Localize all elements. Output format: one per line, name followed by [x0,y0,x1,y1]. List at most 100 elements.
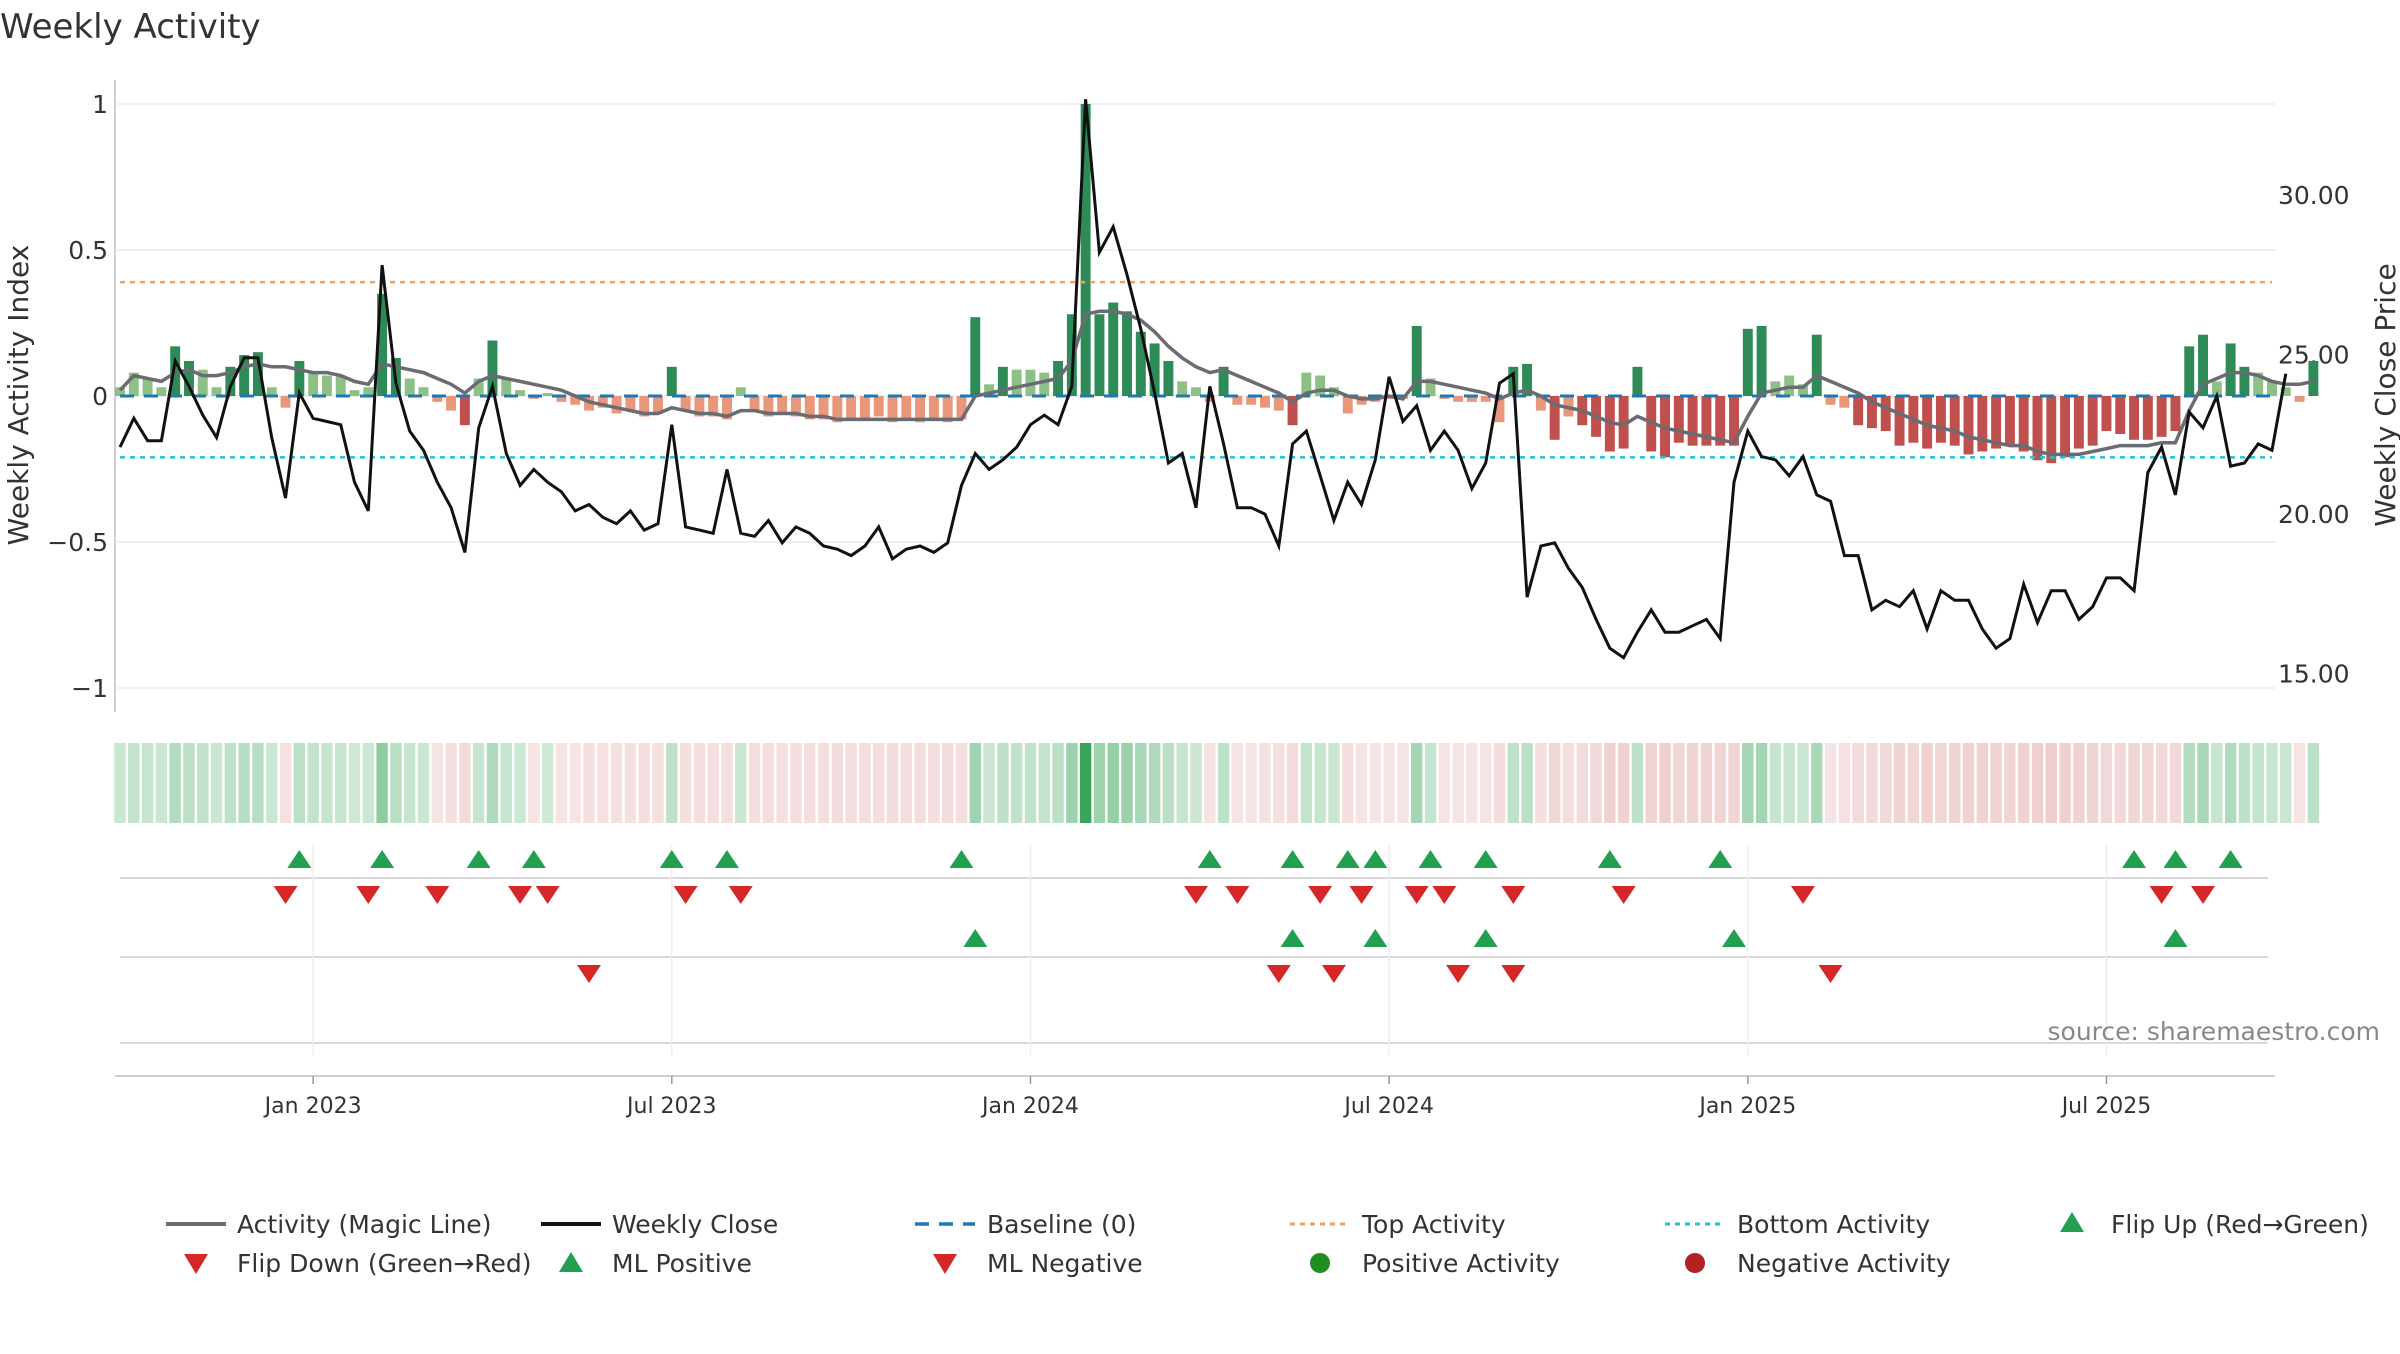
activity-bar [1135,331,1146,396]
activity-bar [2156,396,2167,437]
heat-strip-cell [886,743,899,823]
flip-up-marker [370,850,395,868]
activity-bar [1453,396,1464,402]
activity-bar [1260,396,1270,408]
flip-down-marker [1790,886,1815,904]
heat-strip-cell [417,743,430,823]
activity-bar [2129,396,2140,440]
flip-down-marker [273,886,298,904]
activity-bar [418,387,429,396]
heat-strip-cell [141,743,154,823]
heat-strip-cell [2128,743,2140,823]
heat-strip-cell [169,743,181,823]
heat-strip-cell [1438,743,1451,823]
flip-down-marker [1501,886,1526,904]
legend-item-flip-up: Flip Up (Red→Green) [2060,1210,2369,1239]
heat-strip-cell [2224,743,2237,823]
heat-strip-cell [224,743,237,823]
ml-positive-marker [1473,929,1498,947]
activity-bar [639,396,650,417]
activity-bar [1880,396,1891,432]
activity-bar [280,396,291,408]
activity-bar [597,396,608,408]
activity-bar [1163,360,1174,396]
legend-item-ml-negative: ML Negative [933,1249,1143,1278]
heat-strip-cell [2004,743,2016,823]
flip-down-marker [1225,886,1250,904]
ml-positive-marker [1280,929,1305,947]
legend-label-magic-line: Activity (Magic Line) [237,1210,491,1239]
heat-strip-cell [403,743,416,823]
activity-bar [859,396,870,420]
heat-strip-cell [610,743,623,823]
activity-bar [611,396,622,414]
activity-bar [2046,396,2057,464]
legend-item-baseline: Baseline (0) [915,1210,1136,1239]
activity-bar [708,396,719,417]
legend-label-top-activity: Top Activity [1361,1210,1506,1239]
heat-strip-cell [335,743,347,823]
activity-bar [1287,396,1298,426]
marker-row-gridlines [120,845,2268,1055]
activity-bar [997,366,1008,396]
legend-swatch-positive-activity [1310,1253,1330,1273]
activity-bar [266,387,277,396]
legend-item-top-activity: Top Activity [1290,1210,1506,1239]
activity-bar [1480,396,1491,402]
heat-strip-cell [293,743,306,823]
heat-strip-cell [569,743,581,823]
activity-bar [115,387,125,396]
legend-label-bottom-activity: Bottom Activity [1737,1210,1930,1239]
flip-up-marker [1418,850,1443,868]
activity-bar [404,378,415,396]
flip-up-marker [466,850,491,868]
activity-bar [1977,396,1988,452]
activity-bar [446,396,457,411]
activity-bar [377,293,388,396]
activity-bar [556,396,567,402]
heat-strip-cell [1962,743,1975,823]
y-axis-label: Weekly Activity Index [2,245,35,546]
activity-bar [2225,343,2236,396]
heat-strip-cell [1010,743,1023,823]
activity-bar [1094,314,1105,396]
activity-bar [1177,381,1188,396]
chart-title: Weekly Activity [0,7,261,47]
y2-tick-label: 15.00 [2278,660,2350,689]
y-tick-label: 1 [92,90,108,119]
activity-bar [335,375,346,396]
heat-strip-cell [1052,743,1064,823]
activity-bar [1687,396,1698,446]
heat-strip-cell [362,743,375,823]
activity-bar [1246,396,1257,405]
flip-down-marker [1432,886,1457,904]
flip-markers [273,850,2243,983]
activity-bar [542,393,553,396]
flip-down-marker [728,886,753,904]
flip-down-marker [2191,886,2216,904]
magic-line-series [118,309,2314,457]
activity-bar [1742,328,1753,396]
heat-strip-cell [1811,743,1823,823]
activity-bar [2198,334,2208,396]
heat-strip-cell [666,743,678,823]
activity-bar [1232,396,1243,405]
flip-down-marker [425,886,450,904]
heat-strip-cell [1935,743,1947,823]
flip-up-marker [2163,850,2188,868]
heat-strip-cell [1355,743,1368,823]
heat-strip-cell [528,743,540,823]
activity-bar [1991,396,2002,449]
activity-bar [1632,366,1643,396]
heat-strip-cell [652,743,664,823]
heat-strip-cell [114,743,126,823]
heat-strip-cell [555,743,568,823]
heat-strip-cell [210,743,223,823]
activity-bar [625,396,636,411]
activity-bar [1273,396,1284,411]
activity-bar [363,387,374,396]
heat-strip-cell [1300,743,1313,823]
activity-bar [2184,346,2195,396]
